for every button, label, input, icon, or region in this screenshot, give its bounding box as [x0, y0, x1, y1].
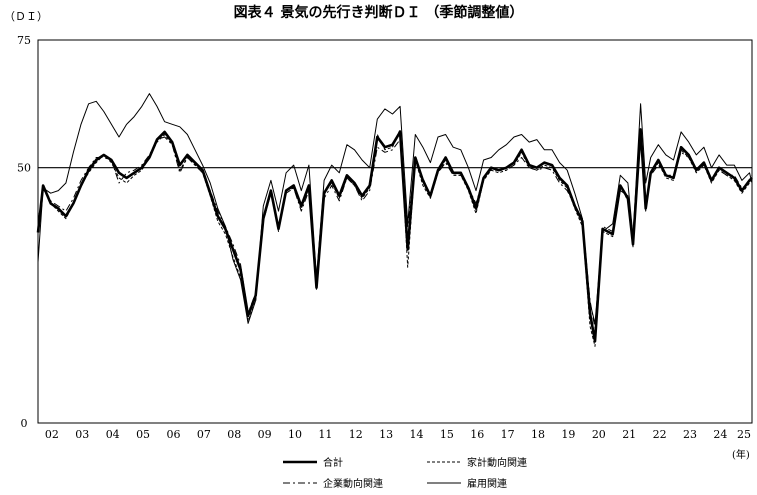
- legend-label: 家計動向関連: [467, 456, 527, 469]
- x-tick-label: 08: [227, 428, 241, 441]
- x-tick-label: 13: [379, 428, 393, 441]
- x-tick-label: 12: [349, 428, 363, 441]
- plot-area-border: [37, 39, 753, 424]
- x-tick-label: 23: [683, 428, 697, 441]
- x-tick-label: 16: [470, 428, 484, 441]
- x-tick-label: 15: [440, 428, 454, 441]
- x-tick-label: 11: [318, 428, 332, 441]
- x-tick-label: 03: [75, 428, 89, 441]
- x-tick-label: 17: [501, 428, 515, 441]
- x-tick-label: 06: [166, 428, 180, 441]
- x-tick-label: 20: [592, 428, 606, 441]
- chart-title: 図表４ 景気の先行き判断ＤＩ （季節調整値）: [233, 5, 524, 21]
- legend-label: 企業動向関連: [323, 477, 383, 490]
- x-tick-label: 22: [653, 428, 667, 441]
- x-tick-label: 19: [561, 428, 575, 441]
- y-tick-label: 50: [17, 162, 31, 175]
- x-tick-label: 24: [713, 428, 727, 441]
- x-tick-label: 09: [258, 428, 272, 441]
- y-axis-unit-label: （ＤＩ）: [4, 10, 48, 23]
- y-tick-label: 75: [17, 34, 31, 47]
- x-tick-label: 14: [410, 428, 424, 441]
- x-tick-label: 02: [45, 428, 59, 441]
- x-tick-label: 05: [136, 428, 150, 441]
- x-tick-label: 18: [531, 428, 545, 441]
- y-tick-label: 0: [21, 417, 28, 430]
- series-line-thick: [36, 128, 753, 343]
- legend-label: 雇用関連: [467, 477, 507, 490]
- legend-label: 合計: [323, 456, 343, 469]
- series-line-thin: [37, 93, 753, 324]
- x-tick-label: 07: [197, 428, 211, 441]
- x-tick-label: 04: [106, 428, 120, 441]
- x-tick-label: 21: [622, 428, 636, 441]
- x-axis-unit-label: (年): [732, 450, 750, 461]
- x-tick-label: 10: [288, 428, 302, 441]
- x-tick-label: 25: [737, 428, 751, 441]
